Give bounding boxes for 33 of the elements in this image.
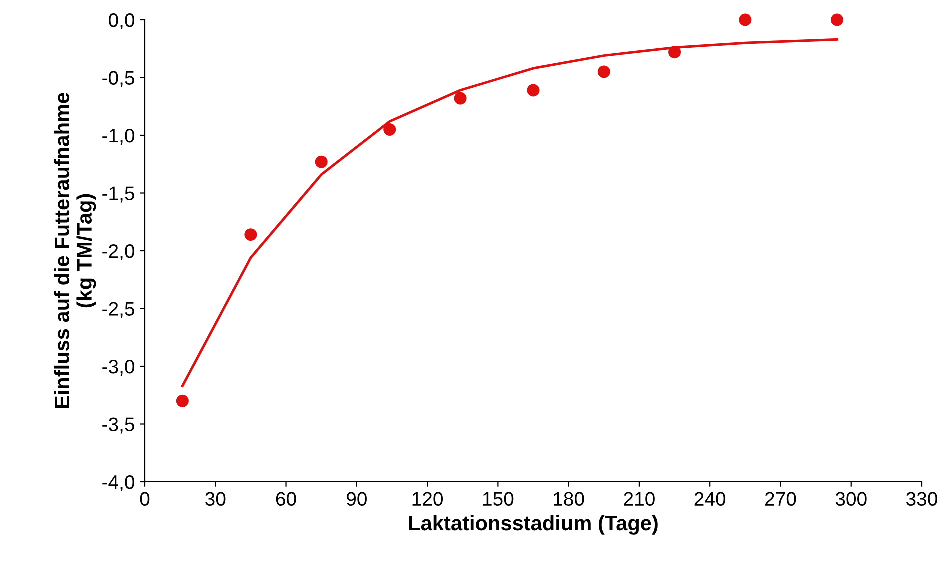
x-tick-label: 270 [765, 492, 796, 506]
y-tick-label: -2,5 [102, 302, 134, 318]
x-tick-label: 300 [836, 492, 867, 506]
x-tick-label: 0 [140, 492, 150, 506]
x-tick-label: 330 [906, 492, 938, 506]
y-tick-label: -0,5 [102, 71, 134, 88]
y-tick-label: -1,0 [102, 128, 135, 146]
point [830, 14, 844, 26]
point [244, 228, 258, 242]
point [176, 394, 189, 408]
y-tick-label: -4,0 [102, 475, 135, 492]
y-tick-label: 0,0 [109, 13, 135, 30]
x-tick-label: 180 [554, 492, 584, 506]
y-tick-label: -3,5 [102, 418, 134, 434]
point [384, 123, 396, 136]
x-tick-label: 120 [412, 492, 444, 506]
x-tick-label: 60 [276, 492, 296, 506]
y-tick-label: -2,0 [102, 244, 135, 261]
point [454, 92, 467, 105]
y-tick-label: -1,5 [102, 186, 134, 203]
x-tick-label: 150 [483, 492, 514, 506]
x-tick-label: 30 [206, 492, 226, 506]
x-axis-title: Laktationsstadium (Tage) [410, 515, 658, 535]
x-tick-label: 210 [624, 492, 655, 506]
y-tick-label: -3,0 [102, 360, 135, 376]
point [315, 156, 328, 168]
point [739, 14, 752, 26]
y-axis-title: Einfluss auf die Futteraufnahme (kg TM/Tag) [54, 93, 96, 408]
point [527, 84, 540, 97]
point [598, 66, 610, 78]
x-tick-label: 90 [347, 492, 367, 506]
x-tick-label: 240 [694, 492, 726, 506]
line-series [181, 38, 838, 388]
